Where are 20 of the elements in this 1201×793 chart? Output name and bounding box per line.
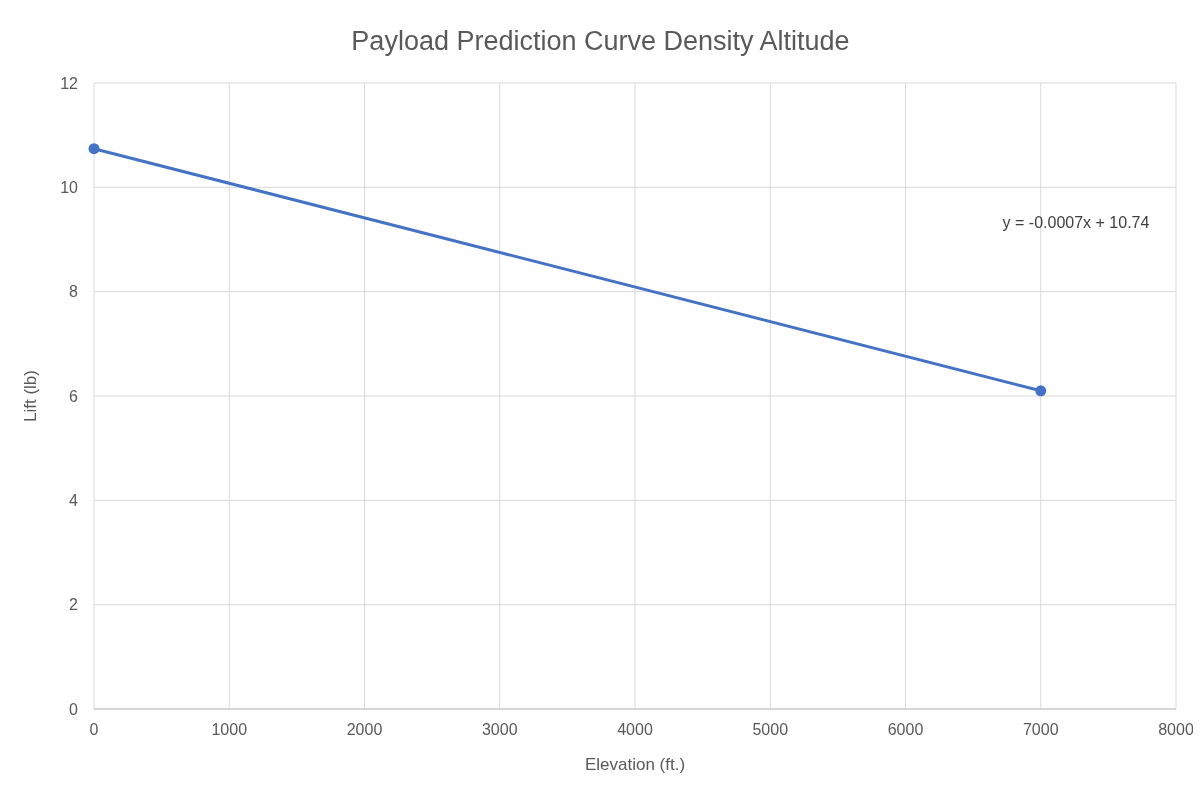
y-tick-label: 8: [69, 283, 79, 301]
y-tick-label: 6: [69, 387, 79, 405]
x-tick-label: 5000: [752, 721, 789, 738]
chart-title: Payload Prediction Curve Density Altitude: [351, 26, 850, 56]
x-tick-label: 8000: [1158, 721, 1194, 738]
x-tick-label: 4000: [617, 721, 653, 738]
x-tick-label: 6000: [887, 721, 924, 738]
annotation: y = -0.0007x + 10.74: [1002, 214, 1150, 231]
x-tick-label: 7000: [1022, 721, 1059, 738]
y-axis-title: Lift (lb): [21, 370, 40, 422]
y-tick-label: 12: [60, 74, 79, 92]
x-tick-label: 1000: [211, 721, 248, 738]
x-axis-title: Elevation (ft.): [584, 755, 686, 774]
x-tick-label: 3000: [481, 721, 518, 738]
x-tick-label: 0: [89, 721, 99, 738]
x-tick-label: 2000: [346, 721, 383, 738]
y-tick-label: 10: [60, 178, 79, 196]
y-tick-label: 4: [69, 491, 79, 509]
y-tick-label: 0: [69, 700, 79, 718]
y-tick-label: 2: [69, 596, 79, 614]
